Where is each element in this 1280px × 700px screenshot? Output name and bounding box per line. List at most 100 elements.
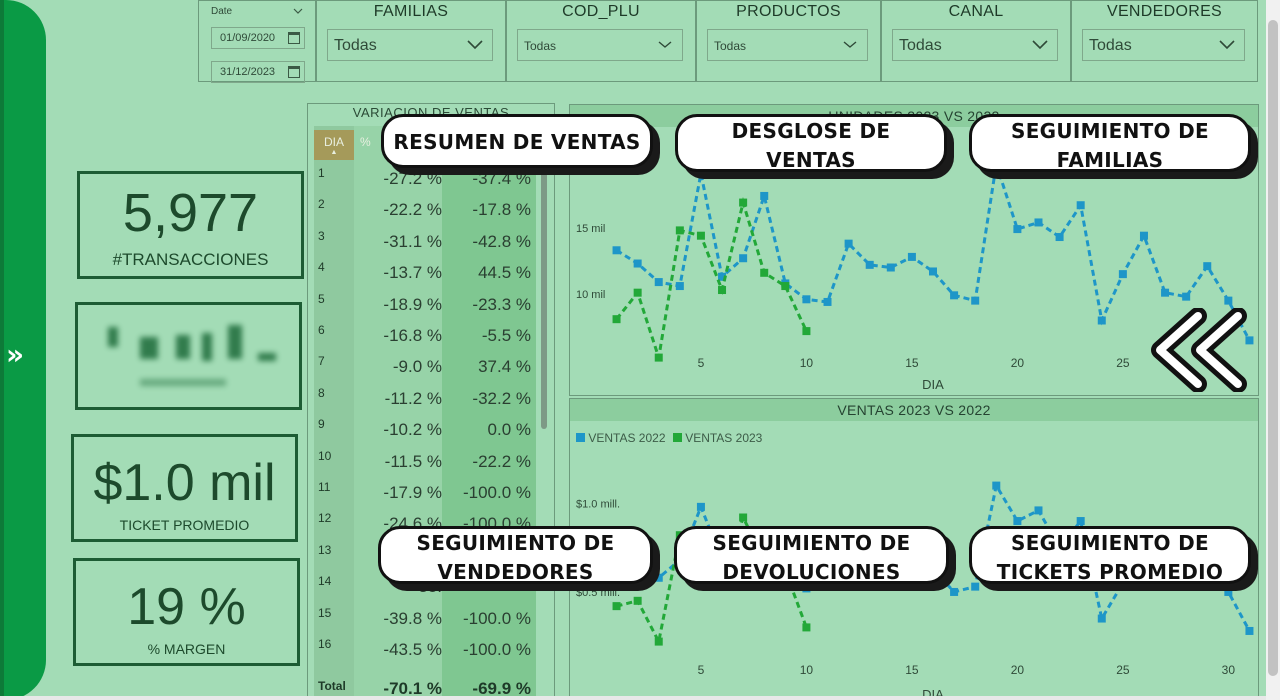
canal-slicer-title: CANAL	[948, 3, 1004, 20]
table-scrollbar[interactable]	[541, 164, 547, 429]
table-cell-pct: -32.2 %	[472, 388, 531, 408]
table-cell-dia: 11	[318, 480, 331, 494]
kpi-ticket-card: $1.0 mil TICKET PROMEDIO	[71, 434, 298, 542]
x-tick-label: 5	[698, 663, 705, 677]
dia-header-label: DIA	[323, 135, 344, 149]
table-cell-pct: -17.8 %	[472, 200, 531, 220]
productos-dropdown[interactable]: Todas	[707, 29, 868, 61]
cod-plu-slicer-title: COD_PLU	[562, 3, 640, 20]
chevron-down-icon	[658, 41, 672, 48]
blurred-value-mark	[258, 353, 276, 361]
date-end-value: 31/12/2023	[220, 66, 276, 78]
data-point	[1076, 201, 1085, 210]
data-point	[1013, 517, 1022, 526]
nav-familias-line2: FAMILIAS	[1056, 148, 1164, 172]
data-point	[1245, 626, 1254, 635]
x-tick-label: 25	[1116, 663, 1130, 677]
data-point	[802, 327, 811, 336]
data-point	[696, 231, 705, 240]
data-point	[654, 573, 663, 582]
data-point	[1118, 270, 1127, 279]
table-cell-dia: 8	[318, 385, 325, 400]
back-arrow-icon[interactable]	[1150, 308, 1250, 392]
table-row: 6 -16.8 % -5.5 %	[314, 317, 536, 348]
data-point	[1224, 587, 1233, 596]
familias-dropdown[interactable]: Todas	[327, 29, 493, 61]
data-point	[760, 268, 769, 277]
nav-seguimiento-familias-button[interactable]: SEGUIMIENTO DE FAMILIAS	[969, 114, 1251, 172]
table-cell-pct: -22.2 %	[383, 200, 442, 220]
table-cell-pct: -100.0 %	[462, 608, 531, 628]
table-cell-pct: -16.8 %	[383, 326, 442, 345]
data-point	[718, 286, 727, 295]
table-cell-pct: -11.2 %	[384, 388, 442, 408]
familias-slicer-title: FAMILIAS	[373, 3, 449, 20]
calendar-icon[interactable]	[288, 66, 300, 78]
data-point	[781, 282, 790, 291]
table-cell-pct: -42.8 %	[472, 231, 531, 251]
units-chart: 10 mil 15 mil 5 10 15 20 25 DIA	[576, 160, 1254, 392]
x-tick-label: 25	[1116, 356, 1130, 370]
total-value-a: -70.1 %	[383, 679, 442, 698]
kpi-ticket-value: $1.0 mil	[93, 454, 276, 512]
nav-desglose-ventas-button[interactable]: DESGLOSE DE VENTAS	[675, 114, 947, 172]
blurred-label-mark	[140, 379, 226, 386]
data-point	[1182, 292, 1191, 301]
data-point	[633, 596, 642, 605]
data-point	[739, 513, 748, 522]
nav-resumen-ventas-button[interactable]: RESUMEN DE VENTAS	[381, 114, 653, 168]
pct-column-header[interactable]: %	[360, 135, 371, 149]
table-cell-dia: 14	[318, 574, 332, 589]
familias-slicer: FAMILIAS Todas	[316, 0, 506, 82]
expand-panel-icon[interactable]: »	[6, 338, 25, 371]
nav-seguimiento-tickets-button[interactable]: SEGUIMIENTO DE TICKETS PROMEDIO	[969, 526, 1251, 584]
cod-plu-dropdown[interactable]: Todas	[517, 29, 683, 61]
productos-slicer-title: PRODUCTOS	[736, 3, 841, 20]
table-cell-dia: 1	[318, 166, 325, 180]
table-cell-pct: -22.2 %	[472, 451, 531, 471]
data-point	[865, 260, 874, 269]
variation-table: VARIACION DE VENTAS DIA ▲ % 1 -27.2 % -37.4…	[307, 103, 555, 700]
data-point	[612, 602, 621, 611]
date-slicer: Date 01/09/2020 31/12/2023	[198, 0, 316, 83]
data-point	[1139, 231, 1148, 240]
table-cell-dia: 10	[318, 448, 332, 463]
table-row: 9 -10.2 % 0.0 %	[314, 411, 536, 442]
y-tick-label: $0.5 mill.	[576, 587, 620, 599]
data-point	[992, 481, 1001, 490]
table-cell-dia: 7	[318, 354, 325, 369]
table-row: 13	[314, 537, 536, 568]
calendar-icon[interactable]	[288, 32, 300, 44]
data-point	[950, 291, 959, 300]
date-start-input[interactable]: 01/09/2020	[211, 27, 305, 49]
data-point	[971, 296, 980, 305]
data-point	[1161, 288, 1170, 297]
data-point	[612, 246, 621, 255]
blurred-value-mark	[108, 327, 118, 347]
canal-dropdown[interactable]: Todas	[892, 29, 1058, 61]
chevron-down-icon[interactable]	[293, 7, 303, 15]
nav-seguimiento-vendedores-button[interactable]: SEGUIMIENTO DE VENDEDORES	[378, 526, 653, 584]
legend-swatch-2023	[672, 433, 682, 442]
data-point	[675, 282, 684, 291]
table-cell-pct: -18.9 %	[383, 294, 442, 314]
familias-dropdown-value: Todas	[334, 37, 377, 54]
pct-column-a	[354, 126, 442, 699]
page-scrollbar[interactable]	[1268, 20, 1278, 676]
nav-vendedores-line1: SEGUIMIENTO DE	[416, 531, 615, 555]
table-cell-dia: 12	[318, 511, 332, 526]
table-row: 10 -11.5 % -22.2 %	[314, 443, 536, 474]
table-row: 7 -9.0 % 37.4 %	[314, 348, 536, 379]
table-cell-dia: 15	[318, 605, 332, 620]
table-cell-pct: -39.8 %	[383, 608, 442, 628]
total-value-b: -69.9 %	[472, 679, 531, 698]
table-row: 5 -18.9 % -23.3 %	[314, 286, 536, 317]
data-point	[696, 169, 705, 178]
date-end-input[interactable]: 31/12/2023	[211, 61, 305, 83]
dia-column-header[interactable]: DIA ▲	[314, 130, 354, 160]
table-cell-pct: -17.9 %	[383, 483, 442, 502]
nav-seguimiento-devoluciones-button[interactable]: SEGUIMIENTO DE DEVOLUCIONES	[674, 526, 949, 584]
nav-familias-line1: SEGUIMIENTO DE	[1011, 119, 1209, 143]
vendedores-dropdown[interactable]: Todas	[1082, 29, 1245, 61]
blurred-value-mark	[228, 325, 242, 359]
